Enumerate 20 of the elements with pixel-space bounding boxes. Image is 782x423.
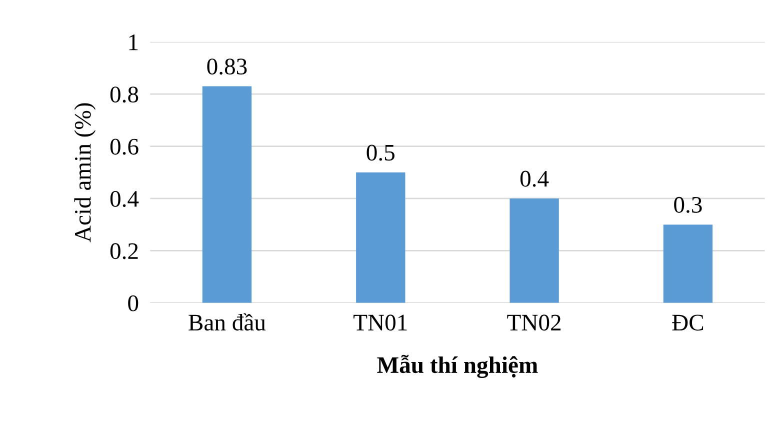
x-tick-label: ĐC xyxy=(672,314,704,331)
data-label: 0.83 xyxy=(207,58,247,75)
bar xyxy=(202,86,252,303)
x-tick-label: Ban đầu xyxy=(188,313,266,331)
bar xyxy=(510,198,559,303)
y-tick-label: 0 xyxy=(128,295,138,312)
y-tick-label: 0.6 xyxy=(110,138,138,155)
data-label: 0.4 xyxy=(520,170,549,187)
y-axis-title: Acid amin (%) xyxy=(74,103,96,242)
y-tick-label: 1 xyxy=(129,34,138,50)
y-tick-label: 0.8 xyxy=(110,86,138,103)
bar xyxy=(356,172,406,303)
bar xyxy=(663,224,713,303)
data-label: 0.3 xyxy=(674,196,702,213)
x-tick-label: TN01 xyxy=(354,314,407,331)
y-tick-label: 0.2 xyxy=(110,243,138,260)
data-label: 0.5 xyxy=(366,144,394,161)
y-tick-label: 0.4 xyxy=(110,190,139,207)
x-tick-label: TN02 xyxy=(507,314,561,331)
x-axis-title: Mẫu thí nghiệm xyxy=(377,354,538,378)
